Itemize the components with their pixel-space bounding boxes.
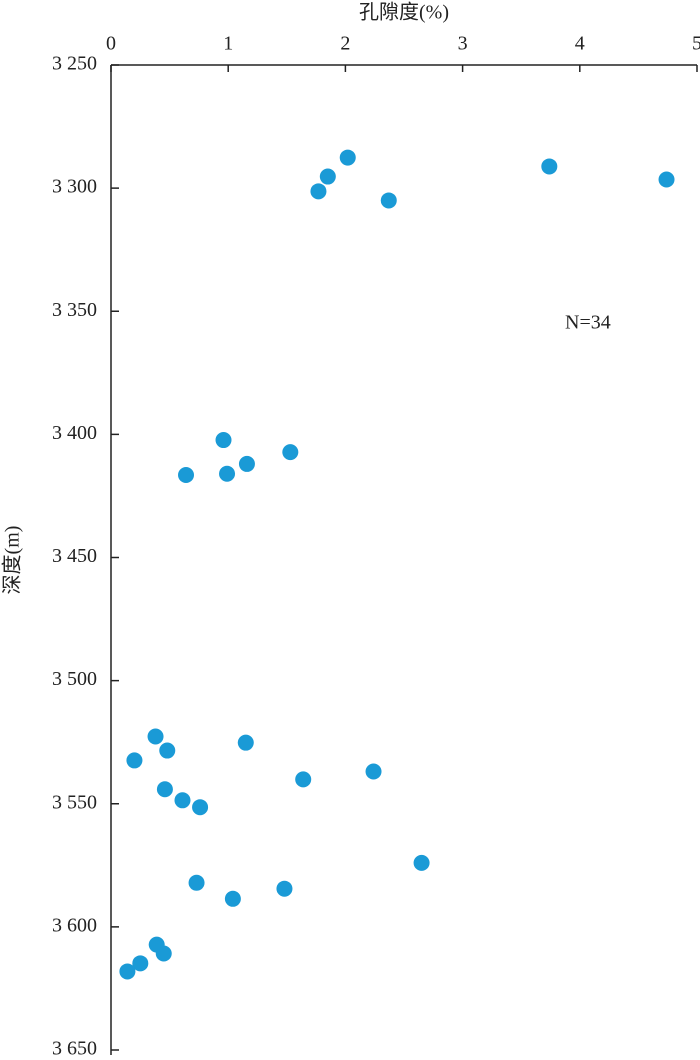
- x-tick-label: 3: [458, 33, 468, 55]
- annotation: N=34: [565, 312, 611, 334]
- point: [380, 192, 397, 209]
- point: [126, 752, 143, 769]
- x-tick-label: 4: [575, 33, 585, 55]
- point: [310, 183, 327, 200]
- point: [188, 874, 205, 891]
- point: [295, 771, 312, 788]
- point: [237, 734, 254, 751]
- point: [365, 763, 382, 780]
- x-tick-label: 0: [106, 33, 116, 55]
- point: [541, 158, 558, 175]
- y-tick-label: 3 650: [52, 1038, 97, 1055]
- point: [155, 945, 172, 962]
- point: [156, 781, 173, 798]
- y-tick-label: 3 250: [52, 53, 97, 75]
- y-tick-label: 3 300: [52, 176, 97, 198]
- point: [192, 799, 209, 816]
- y-tick-label: 3 450: [52, 545, 97, 567]
- point: [276, 880, 293, 897]
- point: [174, 792, 191, 809]
- point: [147, 728, 164, 745]
- point: [159, 742, 176, 759]
- point: [282, 444, 299, 461]
- point: [132, 955, 149, 972]
- y-tick-label: 3 600: [52, 914, 97, 936]
- point: [119, 963, 136, 980]
- x-tick-label: 2: [340, 33, 350, 55]
- point: [224, 890, 241, 907]
- point: [219, 465, 236, 482]
- x-tick-label: 5: [692, 33, 700, 55]
- point: [339, 149, 356, 166]
- y-tick-label: 3 350: [52, 299, 97, 321]
- x-axis-label: 孔隙度(%): [359, 1, 449, 24]
- point: [238, 455, 255, 472]
- y-tick-label: 3 400: [52, 422, 97, 444]
- y-tick-label: 3 500: [52, 668, 97, 690]
- point: [413, 854, 430, 871]
- point: [178, 467, 195, 484]
- point: [319, 168, 336, 185]
- point: [658, 171, 675, 188]
- y-axis-label: 深度(m): [1, 526, 24, 595]
- x-tick-label: 1: [223, 33, 233, 55]
- point: [215, 432, 232, 449]
- y-tick-label: 3 550: [52, 791, 97, 813]
